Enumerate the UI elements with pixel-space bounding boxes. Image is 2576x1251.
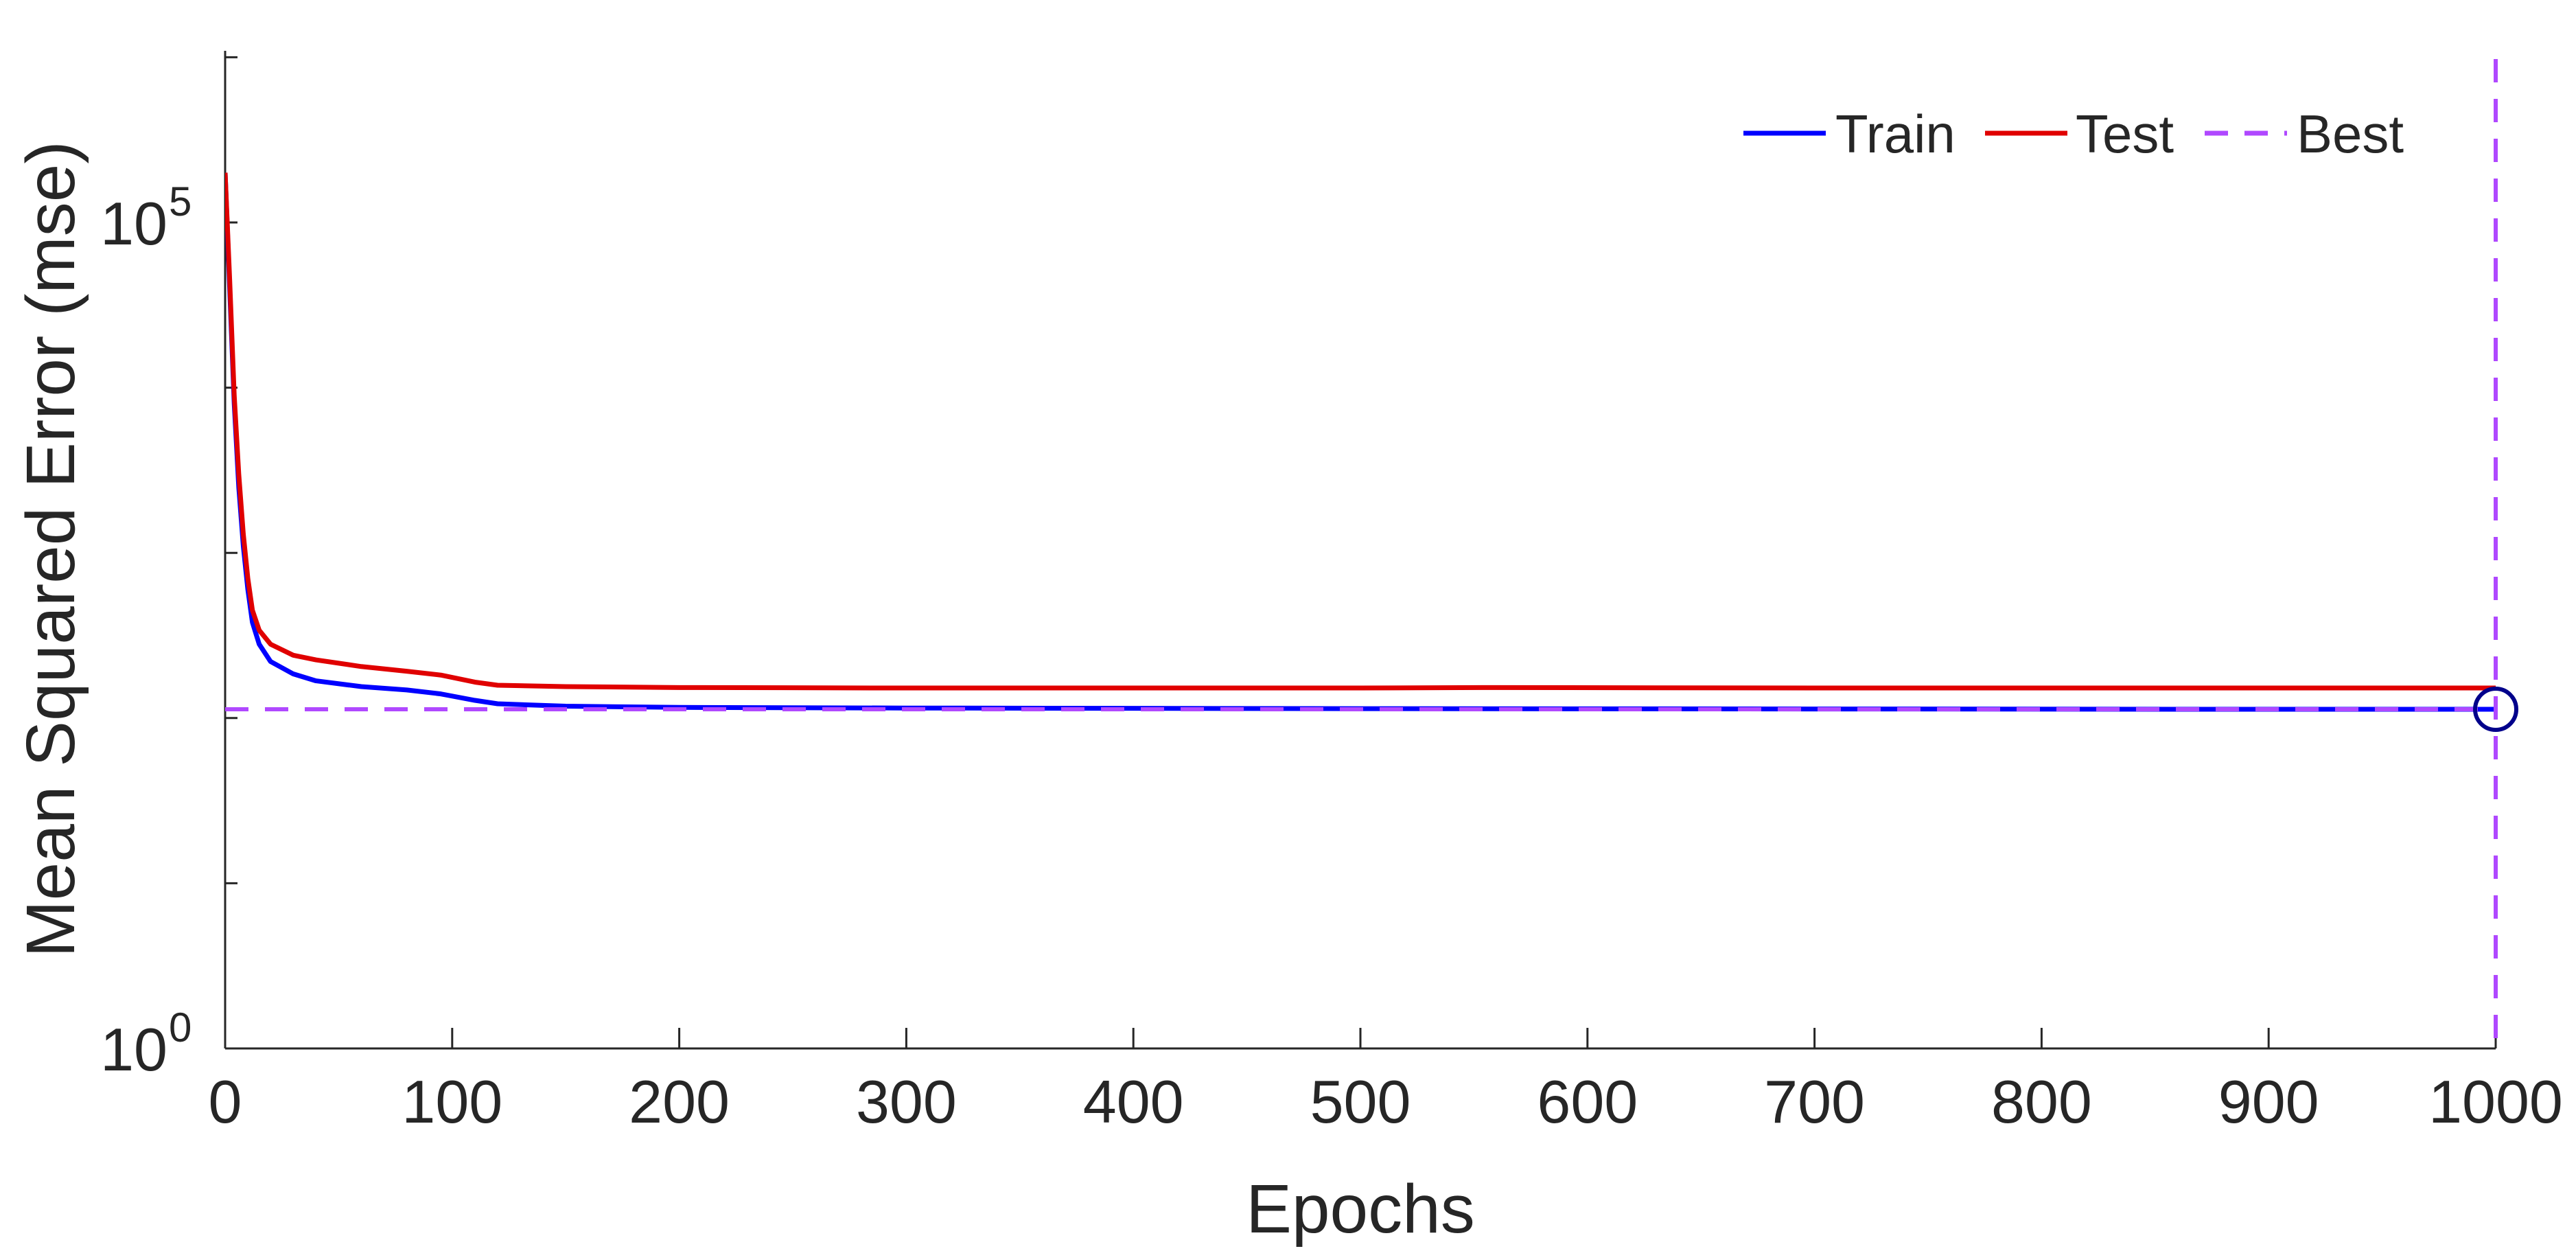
y-tick-exponent: 0 bbox=[169, 1005, 192, 1051]
x-tick-label: 300 bbox=[856, 1068, 957, 1136]
x-tick-label: 600 bbox=[1537, 1068, 1638, 1136]
y-axis-label: Mean Squared Error (mse) bbox=[12, 141, 89, 957]
x-tick-label: 900 bbox=[2218, 1068, 2319, 1136]
x-axis-label: Epochs bbox=[1246, 1171, 1475, 1248]
x-tick-label: 500 bbox=[1310, 1068, 1411, 1136]
y-ticks: 10 010 5 bbox=[100, 56, 237, 1083]
x-tick-label: 200 bbox=[629, 1068, 730, 1136]
series-line-test bbox=[225, 172, 2496, 691]
best-marker-circle bbox=[2473, 687, 2518, 733]
legend-label-best: Best bbox=[2297, 104, 2404, 164]
x-tick-label: 0 bbox=[209, 1068, 242, 1136]
legend-label-train: Train bbox=[1835, 104, 1956, 164]
series-layer bbox=[225, 59, 2518, 1048]
y-tick-label: 10 bbox=[100, 1015, 167, 1083]
legend: Train Test Best bbox=[1743, 104, 2404, 164]
x-ticks: 0 100 200 300 400 500 600 700 800 900 1000 bbox=[209, 1028, 2563, 1136]
x-tick-label: 100 bbox=[402, 1068, 502, 1136]
x-tick-label: 800 bbox=[1991, 1068, 2092, 1136]
y-tick-exponent: 5 bbox=[169, 179, 192, 225]
y-tick-label: 10 bbox=[100, 190, 167, 257]
x-tick-label: 700 bbox=[1764, 1068, 1865, 1136]
x-tick-label: 1000 bbox=[2428, 1068, 2563, 1136]
x-tick-label: 400 bbox=[1083, 1068, 1184, 1136]
legend-label-test: Test bbox=[2076, 104, 2174, 164]
